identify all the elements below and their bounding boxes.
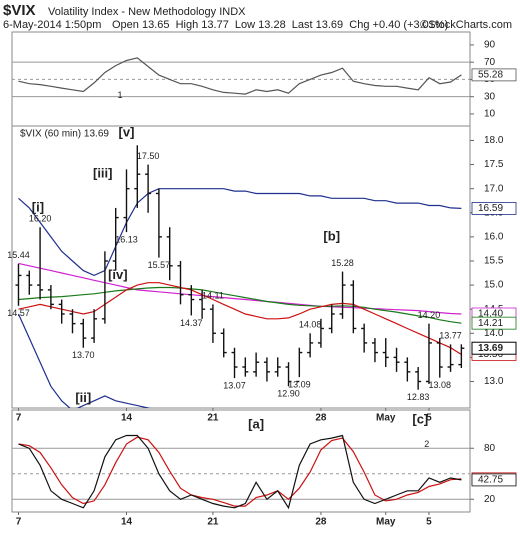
last-value-box (471, 316, 517, 330)
y-tick-label: 70 (484, 57, 496, 68)
wave-label: [ii] (75, 390, 91, 405)
x-tick-label: 21 (207, 517, 219, 528)
y-tick-label: 10 (484, 109, 496, 120)
wave-label: [iii] (93, 166, 113, 181)
price-annotation: 13.08 (428, 380, 451, 390)
x-tick-label: 14 (121, 517, 133, 528)
price-annotation: 12.90 (277, 389, 300, 399)
price-annotation: 14.20 (418, 310, 441, 320)
price-annotation: 15.28 (331, 258, 354, 268)
wave-label: [c] (412, 412, 428, 427)
price-annotation: 13.09 (288, 380, 311, 390)
last-price-box (471, 341, 517, 355)
price-annotation: 17.50 (137, 151, 160, 161)
price-annotation: 14.37 (180, 318, 203, 328)
wave-label: [b] (323, 228, 340, 243)
panel-title: $VIX (60 min) 13.69 (20, 129, 109, 140)
last-value-label: 16.59 (478, 203, 503, 214)
panel-frame (11, 125, 471, 409)
y-tick-label: 15.0 (484, 280, 504, 291)
last-value-box (471, 473, 517, 487)
series-line (18, 282, 462, 356)
last-value-box (471, 202, 517, 215)
instrument-name: Volatility Index - New Methodology INDX (48, 6, 246, 18)
price-annotation: 15.57 (148, 260, 171, 270)
price-annotation: 14.11 (202, 291, 224, 301)
last-value-label: 14.21 (478, 318, 503, 329)
price-annotation: 13.07 (223, 380, 246, 390)
x-tick-label: 7 (16, 517, 22, 528)
price-annotation: 13.77 (439, 331, 462, 341)
y-tick-label: 30 (484, 91, 496, 102)
price-annotation: 1 (118, 90, 123, 100)
price-annotation: 14.08 (299, 320, 322, 330)
series-line (18, 286, 462, 324)
credit: ©StockCharts.com (420, 19, 512, 31)
y-tick-label: 17.0 (484, 183, 504, 194)
last-value-label: 14.40 (478, 309, 503, 320)
price-annotation: 12.83 (407, 392, 430, 402)
series-line (18, 434, 462, 510)
last-value-label: 42.75 (478, 475, 503, 486)
x-tick-label: 5 (426, 413, 432, 424)
x-tick-label: 21 (207, 413, 219, 424)
series-line (17, 313, 151, 408)
wave-label: [a] (248, 417, 264, 432)
x-tick-label: May (376, 517, 396, 528)
series-line (18, 57, 462, 95)
y-tick-label: 13.0 (484, 376, 504, 387)
y-tick-label: 90 (484, 40, 496, 51)
y-tick-label: 16.0 (484, 232, 504, 243)
price-annotation: 13.70 (72, 350, 95, 360)
x-tick-label: 28 (315, 413, 327, 424)
price-annotation: 14.57 (7, 308, 30, 318)
series-line (18, 188, 462, 277)
x-tick-label: 14 (121, 413, 133, 424)
x-tick-label: May (376, 413, 396, 424)
last-price-label: 13.69 (478, 343, 503, 354)
wave-label: [i] (32, 199, 44, 214)
price-annotation: 16.20 (29, 214, 52, 224)
y-tick-label: 14.0 (484, 328, 504, 339)
wave-label: [v] (119, 125, 135, 140)
last-value-label: 55.28 (478, 70, 503, 81)
quote: Open 13.65 High 13.77 Low 13.28 Last 13.… (112, 19, 448, 31)
plot-area (12, 57, 470, 98)
plot-area (12, 434, 470, 510)
quote-date: 6-May-2014 1:50pm (3, 19, 101, 31)
series-line (18, 262, 462, 315)
panel-frame (11, 409, 471, 513)
x-tick-label: 28 (315, 517, 327, 528)
plot-area (15, 145, 465, 408)
x-tick-label: 5 (426, 517, 432, 528)
price-annotation: 16.13 (115, 234, 138, 244)
y-tick-label: 20 (484, 494, 496, 505)
last-value-box (471, 68, 517, 82)
y-tick-label: 80 (484, 443, 496, 454)
y-tick-label: 17.5 (484, 159, 504, 170)
wave-label: [iv] (108, 267, 128, 282)
price-annotation: 15.44 (7, 250, 30, 260)
y-tick-label: 18.0 (484, 135, 504, 146)
y-tick-label: 15.5 (484, 256, 504, 267)
symbol: $VIX (3, 2, 36, 19)
price-annotation: 2 (424, 439, 429, 449)
x-tick-label: 7 (16, 413, 22, 424)
